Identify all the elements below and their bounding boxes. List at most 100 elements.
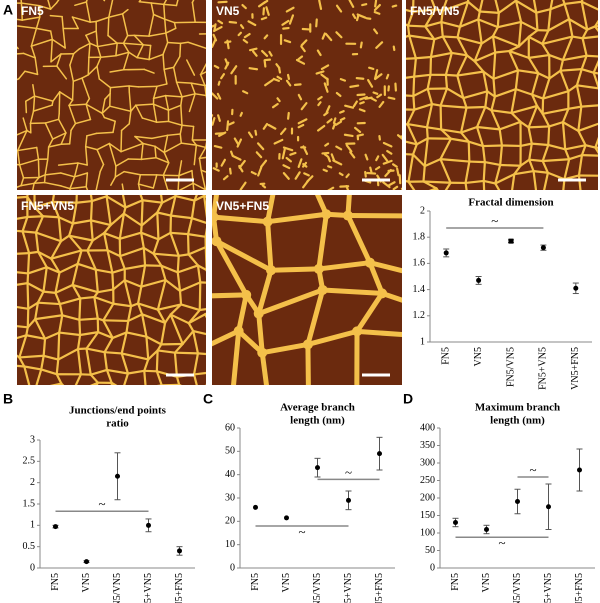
afm-feature xyxy=(535,8,552,14)
afm-feature xyxy=(213,64,220,69)
afm-blob xyxy=(450,450,460,460)
afm-feature xyxy=(143,369,147,385)
afm-feature xyxy=(17,146,38,152)
afm-feature xyxy=(226,120,230,132)
afm-feature xyxy=(444,73,459,77)
afm-feature xyxy=(288,14,295,25)
afm-feature xyxy=(165,27,177,34)
afm-feature xyxy=(441,0,448,12)
afm-feature xyxy=(51,200,60,219)
afm-feature xyxy=(112,302,133,308)
afm-feature xyxy=(177,383,181,385)
afm-feature xyxy=(35,389,39,400)
afm-feature xyxy=(581,192,600,198)
afm-feature xyxy=(302,145,309,156)
afm-feature xyxy=(34,231,63,243)
chart-title: Junctions/end points xyxy=(69,405,167,417)
afm-feature xyxy=(259,341,311,356)
x-tick-label: FN5 xyxy=(50,573,61,591)
afm-feature xyxy=(467,140,471,163)
afm-feature xyxy=(217,0,228,4)
afm-feature xyxy=(562,178,566,190)
afm-feature xyxy=(68,104,77,125)
afm-blob xyxy=(212,212,219,223)
afm-feature xyxy=(228,121,235,126)
afm-feature xyxy=(4,365,8,384)
afm-feature xyxy=(354,126,362,134)
afm-feature xyxy=(156,278,167,311)
afm-feature xyxy=(173,351,179,378)
afm-feature xyxy=(89,199,94,222)
y-tick-label: 1.6 xyxy=(413,258,426,269)
afm-feature xyxy=(62,27,66,49)
afm-feature xyxy=(125,331,148,338)
afm-feature xyxy=(160,264,167,282)
afm-feature xyxy=(429,38,436,59)
y-tick-label: 40 xyxy=(225,469,235,480)
afm-feature xyxy=(208,110,209,119)
afm-feature xyxy=(548,69,562,80)
afm-feature xyxy=(164,278,182,293)
afm-feature xyxy=(50,53,62,63)
afm-feature xyxy=(198,308,206,312)
afm-feature xyxy=(103,351,123,355)
afm-feature xyxy=(108,142,122,153)
afm-feature xyxy=(406,75,416,79)
afm-feature xyxy=(212,114,214,118)
y-tick-label: 350 xyxy=(420,440,435,451)
afm-feature xyxy=(327,165,333,169)
afm-feature xyxy=(217,80,221,86)
x-tick-label: VN5+FN5 xyxy=(570,347,581,390)
afm-feature xyxy=(34,301,40,321)
afm-feature xyxy=(110,176,117,186)
afm-feature xyxy=(320,287,385,296)
afm-feature xyxy=(567,18,574,38)
afm-feature xyxy=(193,195,206,202)
afm-feature xyxy=(440,128,453,140)
afm-feature xyxy=(52,91,61,102)
afm-feature xyxy=(178,289,183,306)
afm-feature xyxy=(265,6,270,16)
afm-feature xyxy=(124,199,144,209)
afm-feature xyxy=(76,262,97,271)
afm-feature xyxy=(213,25,223,33)
afm-feature xyxy=(17,325,29,329)
afm-feature xyxy=(541,90,570,100)
afm-feature xyxy=(89,219,112,227)
y-tick-label: 1.4 xyxy=(413,284,426,295)
y-tick-label: 200 xyxy=(420,492,435,503)
afm-feature xyxy=(391,4,398,8)
afm-blob xyxy=(212,236,222,247)
afm-feature xyxy=(406,179,410,183)
afm-feature xyxy=(378,100,385,108)
afm-feature xyxy=(435,187,438,190)
afm-feature xyxy=(200,169,206,190)
afm-feature xyxy=(155,156,170,164)
afm-feature xyxy=(514,0,523,24)
afm-feature xyxy=(541,143,550,163)
afm-feature xyxy=(18,158,40,166)
afm-feature xyxy=(140,199,144,227)
afm-feature xyxy=(382,141,393,148)
y-tick-label: 300 xyxy=(420,457,435,468)
afm-feature xyxy=(315,18,318,28)
afm-feature xyxy=(17,354,21,359)
afm-feature xyxy=(482,70,495,80)
afm-feature xyxy=(425,102,434,129)
afm-feature xyxy=(531,93,539,107)
afm-feature xyxy=(61,15,64,30)
afm-feature xyxy=(411,8,437,13)
afm-feature xyxy=(192,373,198,385)
afm-feature xyxy=(575,84,583,108)
afm-feature xyxy=(493,88,517,98)
afm-feature xyxy=(147,349,159,361)
afm-feature xyxy=(176,271,182,293)
afm-feature xyxy=(140,278,167,288)
afm-image xyxy=(4,195,206,400)
afm-feature xyxy=(192,329,200,355)
afm-feature xyxy=(186,217,194,236)
afm-feature xyxy=(254,129,258,136)
afm-feature xyxy=(473,51,497,63)
afm-feature xyxy=(32,83,36,97)
afm-feature xyxy=(72,48,81,55)
